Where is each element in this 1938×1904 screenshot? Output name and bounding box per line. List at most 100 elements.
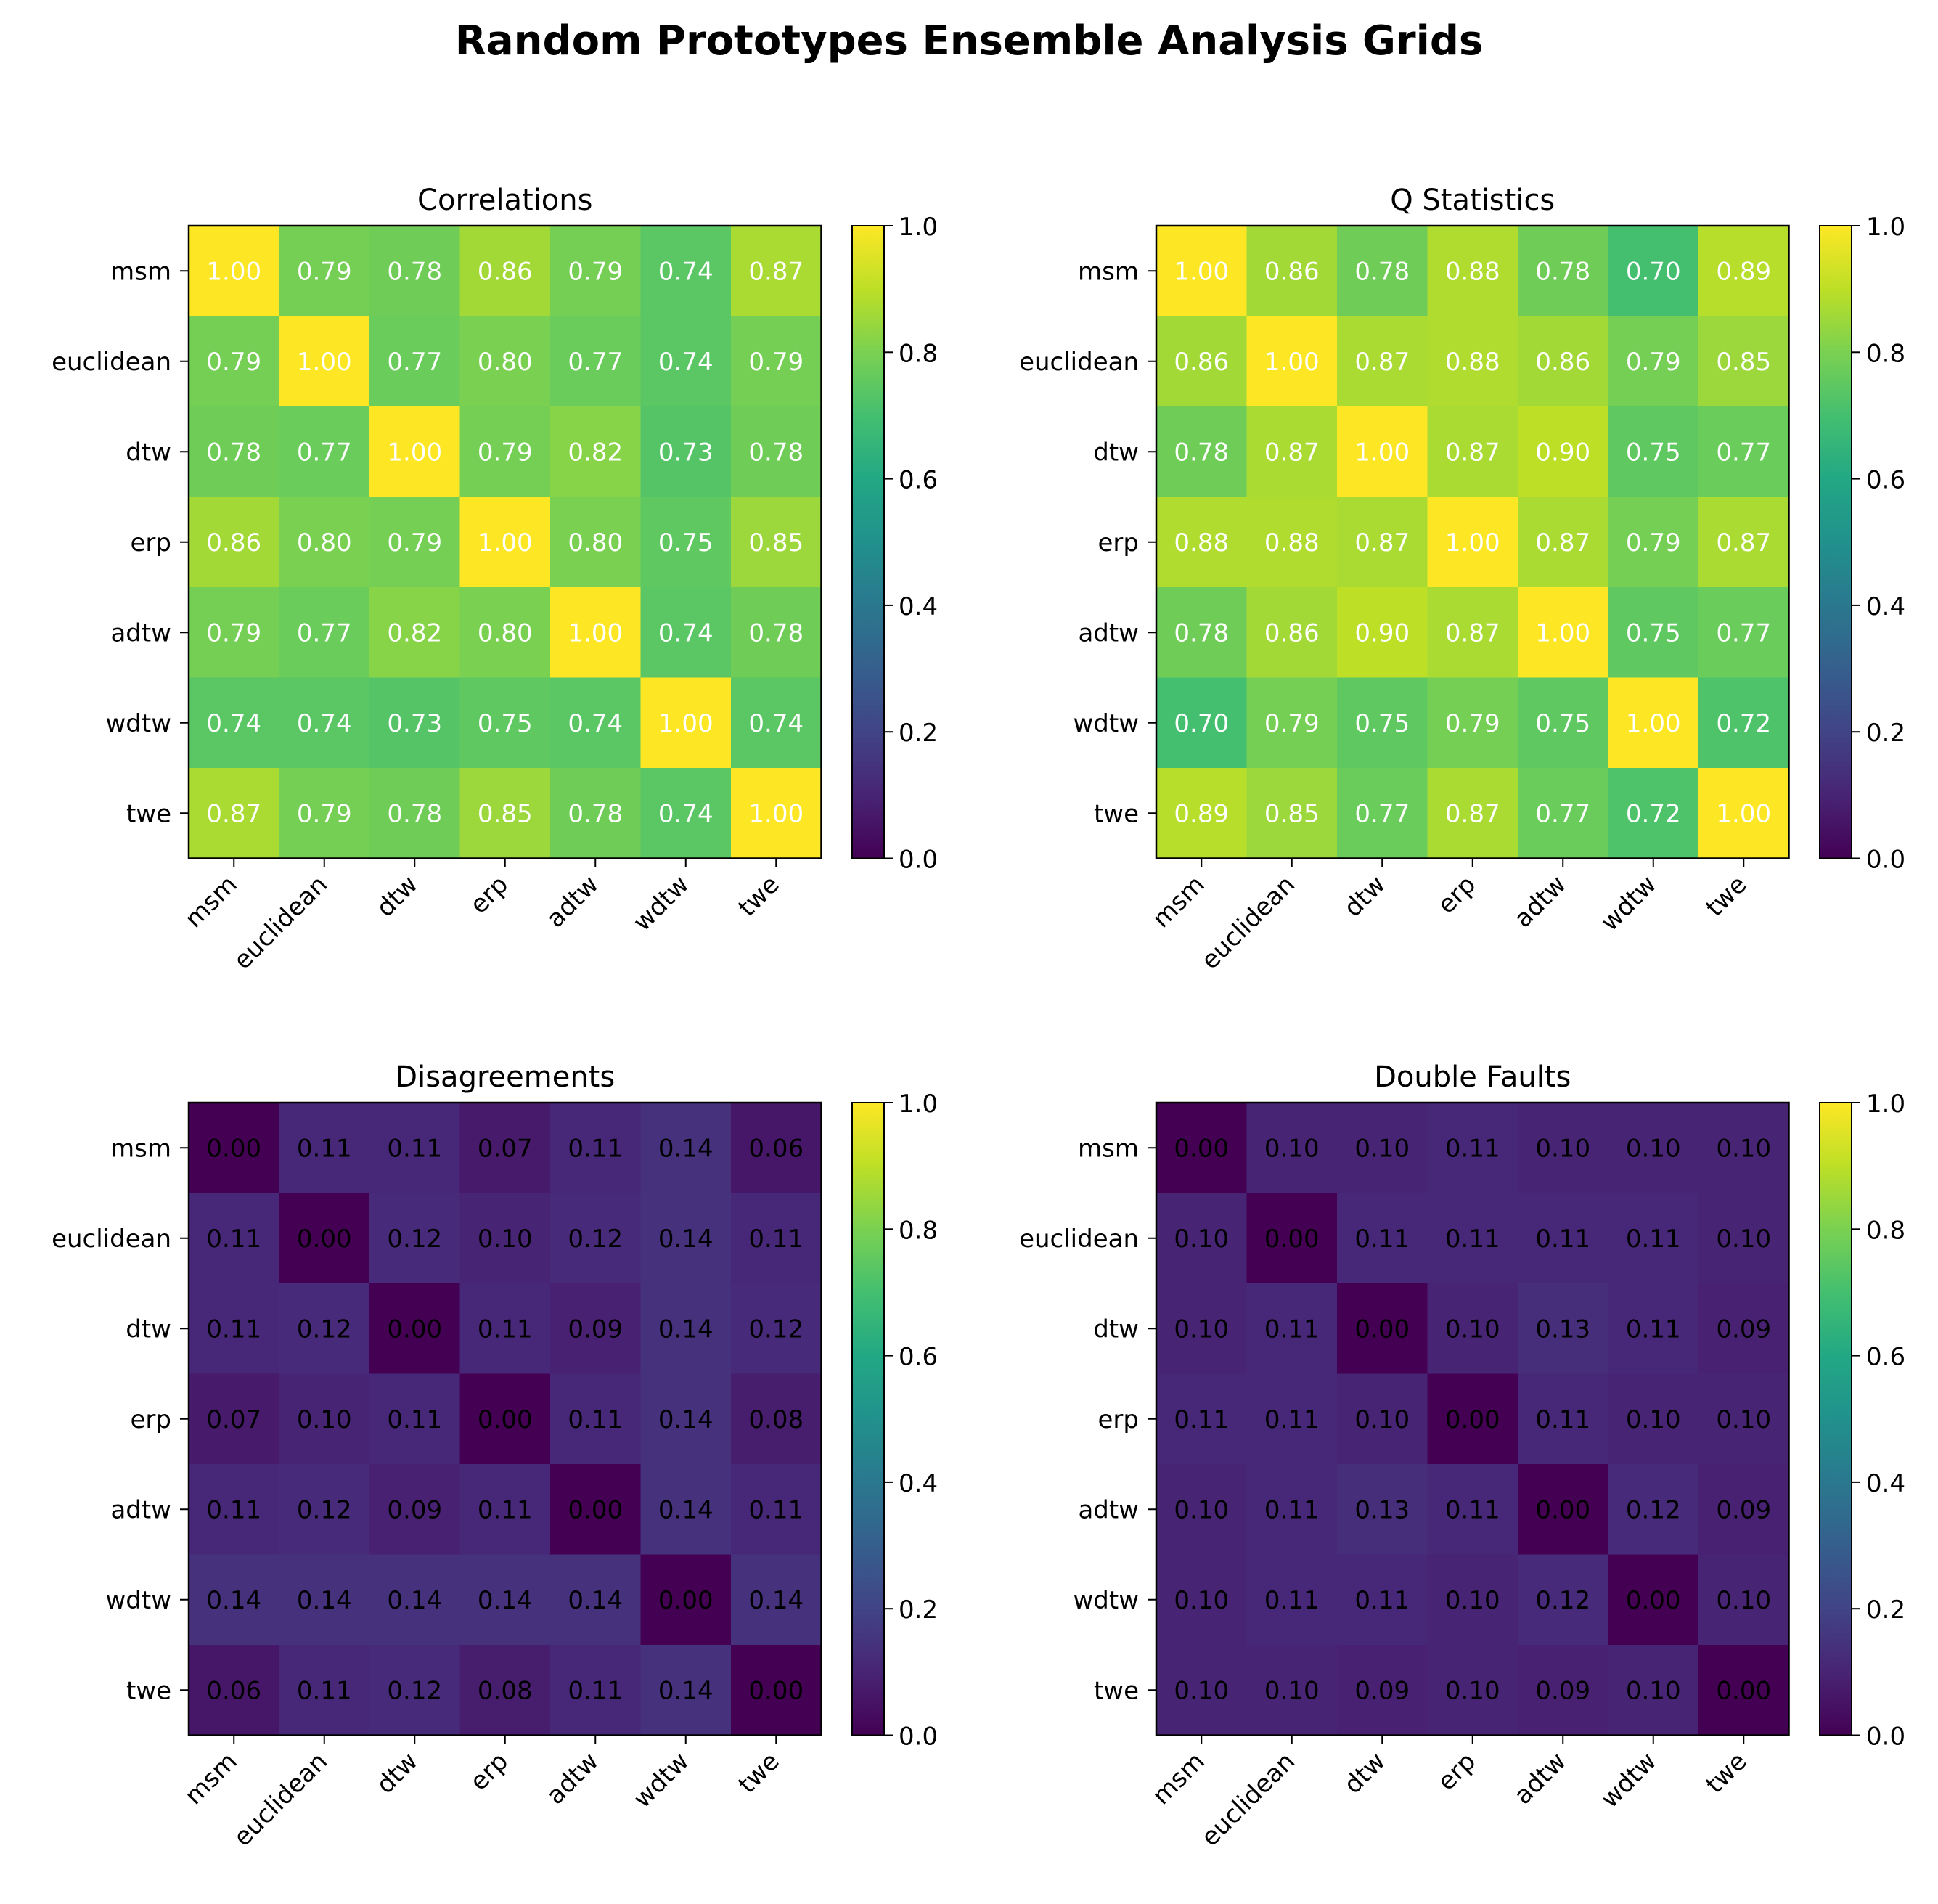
heatmap-cell: [189, 226, 280, 317]
cell-value-label: 0.10: [1445, 1315, 1500, 1344]
heatmap-cell: [189, 1373, 280, 1465]
cell-value-label: 0.11: [1626, 1225, 1681, 1254]
cell-value-label: 0.09: [1716, 1495, 1771, 1524]
heatmap-panel-correlations: Correlations 1.00 0.79 0.78 0.86 0.79 0.74 0.87…: [52, 184, 938, 975]
heatmap-cell: [1246, 406, 1338, 498]
y-tick-label: twe: [1094, 1676, 1139, 1705]
heatmap-cell: [1698, 587, 1790, 679]
heatmap-cell: [731, 226, 822, 317]
cell-value-label: 0.79: [568, 257, 623, 286]
heatmap-cell: [1246, 768, 1338, 859]
cell-value-label: 0.86: [1264, 257, 1320, 286]
heatmap-cell: [1156, 1103, 1248, 1194]
heatmap-cell: [459, 1193, 551, 1284]
cell-value-label: 0.09: [1354, 1676, 1410, 1705]
heatmap-panel-disagreements: Disagreements 0.00 0.11 0.11 0.07 0.11 0.14 0.0…: [52, 1061, 938, 1852]
cell-value-label: 0.11: [568, 1676, 623, 1705]
heatmap-cell: [279, 316, 370, 407]
heatmap-cell: [189, 497, 280, 588]
heatmap-cell: [1246, 1103, 1338, 1194]
cell-value-label: 0.10: [1174, 1315, 1229, 1344]
panel-title: Q Statistics: [1390, 184, 1555, 217]
heatmap-cell: [731, 1373, 822, 1465]
cell-value-label: 0.11: [1264, 1405, 1320, 1434]
cell-value-label: 0.90: [1535, 438, 1590, 467]
heatmap-cell: [1156, 1283, 1248, 1375]
cell-value-label: 0.00: [1354, 1315, 1410, 1344]
heatmap-cell: [1698, 1193, 1790, 1284]
heatmap-cell: [1518, 1554, 1609, 1646]
cell-value-label: 0.11: [297, 1134, 352, 1163]
cell-value-label: 1.00: [1354, 438, 1410, 467]
cell-value-label: 0.10: [1626, 1405, 1681, 1434]
heatmap-cell: [1608, 316, 1699, 407]
heatmap-cell: [731, 768, 822, 859]
colorbar-tick-label: 0.4: [899, 592, 938, 621]
heatmap-cell: [550, 1554, 642, 1646]
colorbar-tick-label: 0.6: [1866, 466, 1905, 495]
colorbar-tick-label: 0.8: [899, 339, 938, 368]
cell-value-label: 0.14: [658, 1315, 714, 1344]
cell-value-label: 0.86: [478, 257, 533, 286]
heatmap-cell: [1337, 1103, 1428, 1194]
heatmap-cell: [1156, 226, 1248, 317]
cell-value-label: 0.06: [748, 1134, 804, 1163]
cell-value-label: 0.78: [206, 438, 261, 467]
cell-value-label: 0.11: [206, 1495, 261, 1524]
cell-value-label: 0.75: [478, 709, 533, 738]
heatmap-cell: [369, 677, 461, 769]
y-tick-label: wdtw: [1073, 1586, 1139, 1615]
heatmap-cell: [279, 1103, 370, 1194]
heatmap-cell: [369, 1283, 461, 1375]
cell-value-label: 0.74: [206, 709, 261, 738]
heatmap-cell: [369, 226, 461, 317]
heatmap-cell: [369, 1103, 461, 1194]
heatmap-cell: [550, 1464, 642, 1556]
cell-value-label: 0.80: [478, 618, 533, 647]
cell-value-label: 1.00: [568, 618, 623, 647]
heatmap-cell: [1156, 316, 1248, 407]
cell-value-label: 0.10: [1445, 1586, 1500, 1615]
heatmap-cell: [1337, 497, 1428, 588]
cell-value-label: 0.00: [1445, 1405, 1500, 1434]
heatmap-cell: [1698, 1464, 1790, 1556]
cell-value-label: 0.74: [658, 348, 714, 377]
heatmap-cell: [1427, 226, 1518, 317]
cell-value-label: 0.09: [568, 1315, 623, 1344]
heatmap-cell: [1608, 1645, 1699, 1736]
heatmap-cell: [550, 316, 642, 407]
heatmap-cell: [550, 1373, 642, 1465]
heatmap-cell: [1518, 1103, 1609, 1194]
cell-value-label: 0.77: [1535, 799, 1590, 828]
cell-value-label: 0.00: [1716, 1676, 1771, 1705]
cell-value-label: 0.11: [1354, 1586, 1410, 1615]
y-tick-label: msm: [1078, 1134, 1139, 1163]
cell-value-label: 0.10: [1264, 1676, 1320, 1705]
cell-value-label: 0.86: [1264, 618, 1320, 647]
cell-value-label: 1.00: [748, 799, 804, 828]
heatmap-cell: [459, 768, 551, 859]
cell-value-label: 0.78: [387, 257, 442, 286]
heatmap-cell: [279, 1283, 370, 1375]
cell-value-label: 0.88: [1445, 257, 1500, 286]
heatmap-cell: [1337, 1193, 1428, 1284]
y-tick-label: dtw: [1093, 1315, 1139, 1344]
cell-value-label: 0.07: [206, 1405, 261, 1434]
cell-value-label: 0.74: [297, 709, 352, 738]
heatmap-cell: [1337, 1283, 1428, 1375]
heatmap-cell: [550, 677, 642, 769]
heatmap-cell: [640, 316, 732, 407]
panel-title: Double Faults: [1374, 1061, 1571, 1094]
cell-value-label: 0.87: [1264, 438, 1320, 467]
heatmap-cell: [459, 1645, 551, 1736]
cell-value-label: 0.09: [387, 1495, 442, 1524]
cell-value-label: 0.11: [1264, 1495, 1320, 1524]
cell-value-label: 0.77: [297, 438, 352, 467]
y-tick-label: dtw: [1093, 438, 1139, 467]
heatmap-cell: [731, 1103, 822, 1194]
y-tick-label: twe: [126, 1676, 171, 1705]
heatmap-cell: [1427, 1645, 1518, 1736]
panels: Correlations 1.00 0.79 0.78 0.86 0.79 0.74 0.87…: [52, 184, 1905, 1852]
cell-value-label: 0.11: [748, 1225, 804, 1254]
y-tick-label: euclidean: [1019, 348, 1139, 377]
